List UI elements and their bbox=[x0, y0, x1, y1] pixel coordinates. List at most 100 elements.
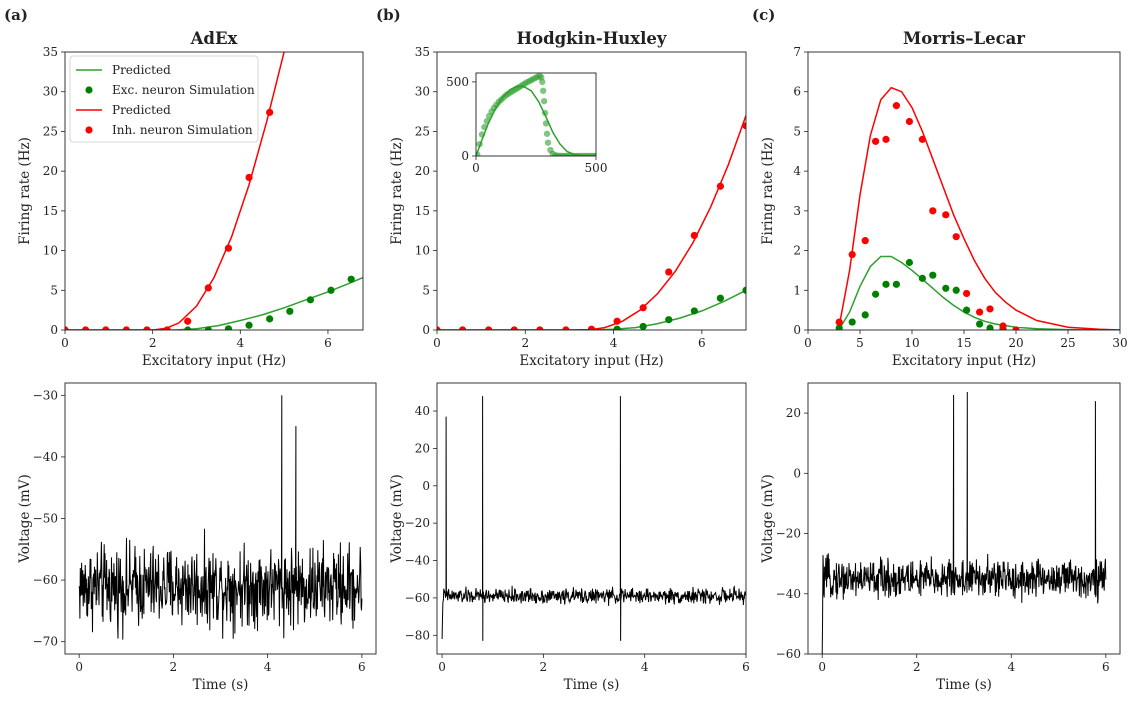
series-line bbox=[838, 86, 1120, 330]
plot-area bbox=[476, 73, 596, 156]
y-tick-label: 5 bbox=[50, 283, 58, 297]
x-tick-label: 6 bbox=[1102, 660, 1110, 674]
axes-ml-trace: 0 2 4 6 −60 −40 −20 0 20 Time (s) Voltage (mV) bbox=[760, 382, 1121, 693]
data-point bbox=[976, 320, 984, 328]
legend-entry-label: Exc. neuron Simulation bbox=[112, 83, 255, 97]
data-point bbox=[102, 326, 110, 330]
data-point bbox=[976, 308, 984, 316]
y-tick-label: 5 bbox=[422, 283, 430, 297]
y-tick-label: 25 bbox=[415, 124, 430, 138]
data-point bbox=[835, 318, 843, 326]
data-point bbox=[306, 296, 315, 304]
y-tick-label: 35 bbox=[43, 45, 58, 59]
y-tick-label: 15 bbox=[43, 204, 58, 218]
data-point bbox=[562, 326, 570, 330]
plot-area bbox=[821, 391, 1107, 654]
axes-hh-fi-inset: 0 500 0 500 bbox=[446, 72, 607, 175]
axes-ml-fi: 0 5 10 15 20 25 30 0 1 2 3 4 5 6 7 Excitatory input (Hz… bbox=[760, 29, 1128, 369]
x-tick-label: 6 bbox=[358, 660, 366, 674]
panel-label-a: (a) bbox=[4, 6, 28, 24]
x-tick-label: 4 bbox=[264, 660, 272, 674]
y-tick-label: 6 bbox=[793, 85, 801, 99]
data-point bbox=[224, 244, 233, 252]
data-point bbox=[613, 317, 621, 325]
y-tick-label: −80 bbox=[405, 628, 430, 642]
data-point bbox=[184, 326, 192, 330]
data-point bbox=[918, 135, 927, 143]
legend-entry-label: Predicted bbox=[112, 103, 171, 117]
data-point bbox=[892, 102, 901, 110]
voltage-trace bbox=[821, 391, 1107, 654]
legend-entry-label: Predicted bbox=[112, 63, 171, 77]
legend-box bbox=[69, 55, 259, 143]
data-point bbox=[929, 271, 937, 279]
data-point bbox=[613, 325, 621, 330]
axes-adex-fi: 0 2 4 6 0 5 10 15 20 25 30 35 Excitatory input (Hz) F… bbox=[17, 29, 364, 369]
y-tick-label: −40 bbox=[33, 450, 58, 464]
legend-marker-swatch bbox=[85, 86, 93, 94]
data-point bbox=[542, 120, 550, 127]
data-point bbox=[999, 322, 1007, 330]
x-tick-label: 25 bbox=[1060, 336, 1075, 350]
data-point bbox=[690, 307, 698, 315]
y-tick-label: 35 bbox=[415, 45, 430, 59]
data-point bbox=[536, 326, 544, 330]
y-axis-label: Voltage (mV) bbox=[389, 474, 405, 563]
data-point bbox=[742, 122, 746, 130]
y-tick-label: 15 bbox=[415, 204, 430, 218]
y-tick-label: 1 bbox=[793, 283, 801, 297]
data-point bbox=[905, 258, 914, 267]
y-tick-label: 0 bbox=[793, 323, 801, 337]
data-point bbox=[204, 326, 212, 330]
data-point bbox=[539, 78, 546, 86]
y-axis-label: Firing rate (Hz) bbox=[760, 137, 776, 245]
x-tick-label: 6 bbox=[742, 660, 750, 674]
data-point bbox=[224, 325, 233, 330]
data-point bbox=[986, 324, 994, 330]
data-point bbox=[143, 326, 151, 330]
x-tick-label: 0 bbox=[433, 336, 441, 350]
y-tick-label: 0 bbox=[793, 466, 801, 480]
data-point bbox=[540, 97, 548, 105]
y-axis-label: Firing rate (Hz) bbox=[389, 137, 405, 245]
data-point bbox=[963, 306, 971, 314]
x-tick-label: 2 bbox=[149, 336, 157, 350]
y-tick-label: −20 bbox=[776, 527, 801, 541]
data-point bbox=[742, 286, 746, 294]
x-tick-label: 0 bbox=[75, 660, 83, 674]
data-point bbox=[929, 207, 937, 215]
y-axis-label: Firing rate (Hz) bbox=[17, 137, 33, 245]
y-tick-label: −40 bbox=[776, 587, 801, 601]
data-point bbox=[481, 123, 488, 131]
x-tick-label: 2 bbox=[913, 660, 921, 674]
x-tick-label: 0 bbox=[804, 336, 812, 350]
data-point bbox=[861, 311, 869, 319]
y-tick-label: −20 bbox=[405, 516, 430, 530]
data-point bbox=[510, 326, 518, 330]
y-tick-label: 10 bbox=[415, 244, 430, 258]
y-tick-label: 4 bbox=[793, 164, 801, 178]
y-tick-label: −60 bbox=[776, 647, 801, 661]
axes-frame bbox=[64, 382, 377, 655]
data-point bbox=[918, 274, 927, 282]
data-point bbox=[952, 233, 960, 241]
panel-label-b: (b) bbox=[376, 6, 401, 24]
y-tick-label: 0 bbox=[422, 479, 430, 493]
data-point bbox=[65, 326, 69, 330]
data-point bbox=[963, 289, 971, 298]
x-tick-label: 4 bbox=[641, 660, 649, 674]
voltage-trace bbox=[441, 396, 746, 641]
data-point bbox=[347, 275, 355, 283]
x-axis-label: Excitatory input (Hz) bbox=[519, 353, 663, 369]
x-axis-label: Time (s) bbox=[564, 677, 620, 693]
x-tick-label: 0 bbox=[438, 660, 446, 674]
x-axis-label: Time (s) bbox=[193, 677, 249, 693]
y-tick-label: 5 bbox=[793, 124, 801, 138]
legend: Predicted Exc. neuron Simulation Predicted… bbox=[69, 55, 259, 143]
x-axis-label: Excitatory input (Hz) bbox=[892, 353, 1036, 369]
y-axis-label: Voltage (mV) bbox=[760, 474, 776, 563]
data-point bbox=[592, 152, 596, 156]
x-tick-label: 5 bbox=[856, 336, 864, 350]
data-point bbox=[437, 326, 441, 330]
y-tick-label: 7 bbox=[793, 45, 801, 59]
